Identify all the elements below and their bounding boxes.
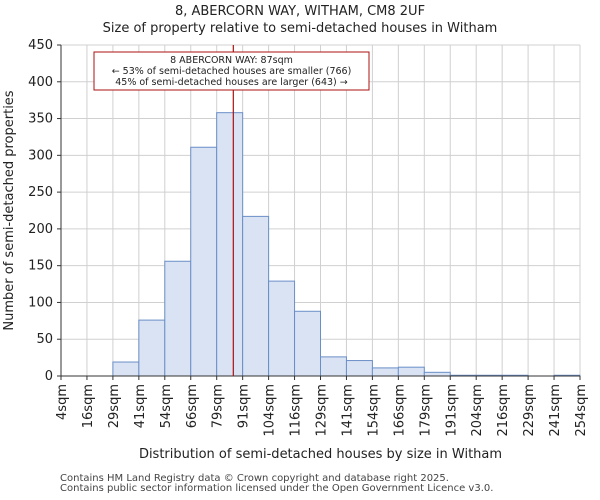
y-tick-label: 350	[28, 112, 53, 127]
y-tick-label: 300	[28, 148, 53, 163]
x-tick-label: 66sqm	[185, 384, 200, 428]
histogram-bar	[190, 146, 218, 377]
annotation-text: 8 ABERCORN WAY: 87sqm	[170, 55, 293, 66]
histogram-bar	[320, 356, 347, 377]
y-tick-label: 150	[28, 259, 53, 274]
histogram-bar	[268, 280, 296, 377]
histogram-bar	[164, 260, 192, 377]
x-tick-label: 229sqm	[522, 384, 537, 437]
y-tick-label: 250	[28, 185, 53, 200]
y-axis-label: Number of semi-detached properties	[2, 90, 17, 330]
histogram-bar	[397, 366, 425, 377]
footer-copyright: Contains HM Land Registry data © Crown c…	[60, 473, 449, 484]
histogram-bar	[423, 371, 451, 377]
histogram-bar	[138, 319, 166, 377]
x-tick-label: 4sqm	[55, 384, 70, 420]
x-tick-label: 254sqm	[574, 384, 589, 437]
x-tick-label: 179sqm	[418, 384, 433, 437]
x-tick-label: 104sqm	[263, 384, 278, 437]
x-tick-label: 241sqm	[548, 384, 563, 437]
x-tick-label: 216sqm	[496, 384, 511, 437]
y-tick-label: 50	[36, 332, 53, 347]
histogram-bar	[345, 360, 373, 377]
x-tick-label: 204sqm	[470, 384, 485, 437]
annotation-text: 45% of semi-detached houses are larger (…	[115, 77, 348, 88]
histogram-bar	[216, 112, 244, 377]
chart-title: 8, ABERCORN WAY, WITHAM, CM8 2UF	[174, 4, 426, 19]
x-tick-label: 116sqm	[289, 384, 304, 437]
x-tick-label: 191sqm	[444, 384, 459, 437]
x-tick-label: 16sqm	[81, 384, 96, 428]
x-tick-label: 141sqm	[340, 384, 355, 437]
y-tick-label: 200	[28, 222, 53, 237]
x-tick-label: 166sqm	[392, 384, 407, 437]
histogram-bar	[294, 310, 321, 377]
x-tick-label: 41sqm	[133, 384, 148, 428]
x-tick-label: 129sqm	[315, 384, 330, 437]
x-tick-label: 79sqm	[211, 384, 226, 428]
histogram-bar	[371, 367, 399, 377]
y-tick-label: 0	[45, 369, 53, 384]
chart-subtitle: Size of property relative to semi-detach…	[102, 21, 498, 36]
annotation-box	[93, 51, 370, 91]
annotation-text: ← 53% of semi-detached houses are smalle…	[112, 66, 352, 77]
histogram-bar	[242, 215, 270, 377]
x-axis-label: Distribution of semi-detached houses by …	[139, 447, 502, 462]
x-tick-label: 154sqm	[366, 384, 381, 437]
histogram-bar	[112, 361, 140, 377]
y-tick-label: 100	[28, 295, 53, 310]
y-tick-label: 400	[28, 75, 53, 90]
footer-licence: Contains public sector information licen…	[60, 483, 494, 494]
y-tick-label: 450	[28, 38, 53, 53]
x-tick-label: 54sqm	[159, 384, 174, 428]
x-tick-label: 29sqm	[107, 384, 122, 428]
x-tick-label: 91sqm	[237, 384, 252, 428]
